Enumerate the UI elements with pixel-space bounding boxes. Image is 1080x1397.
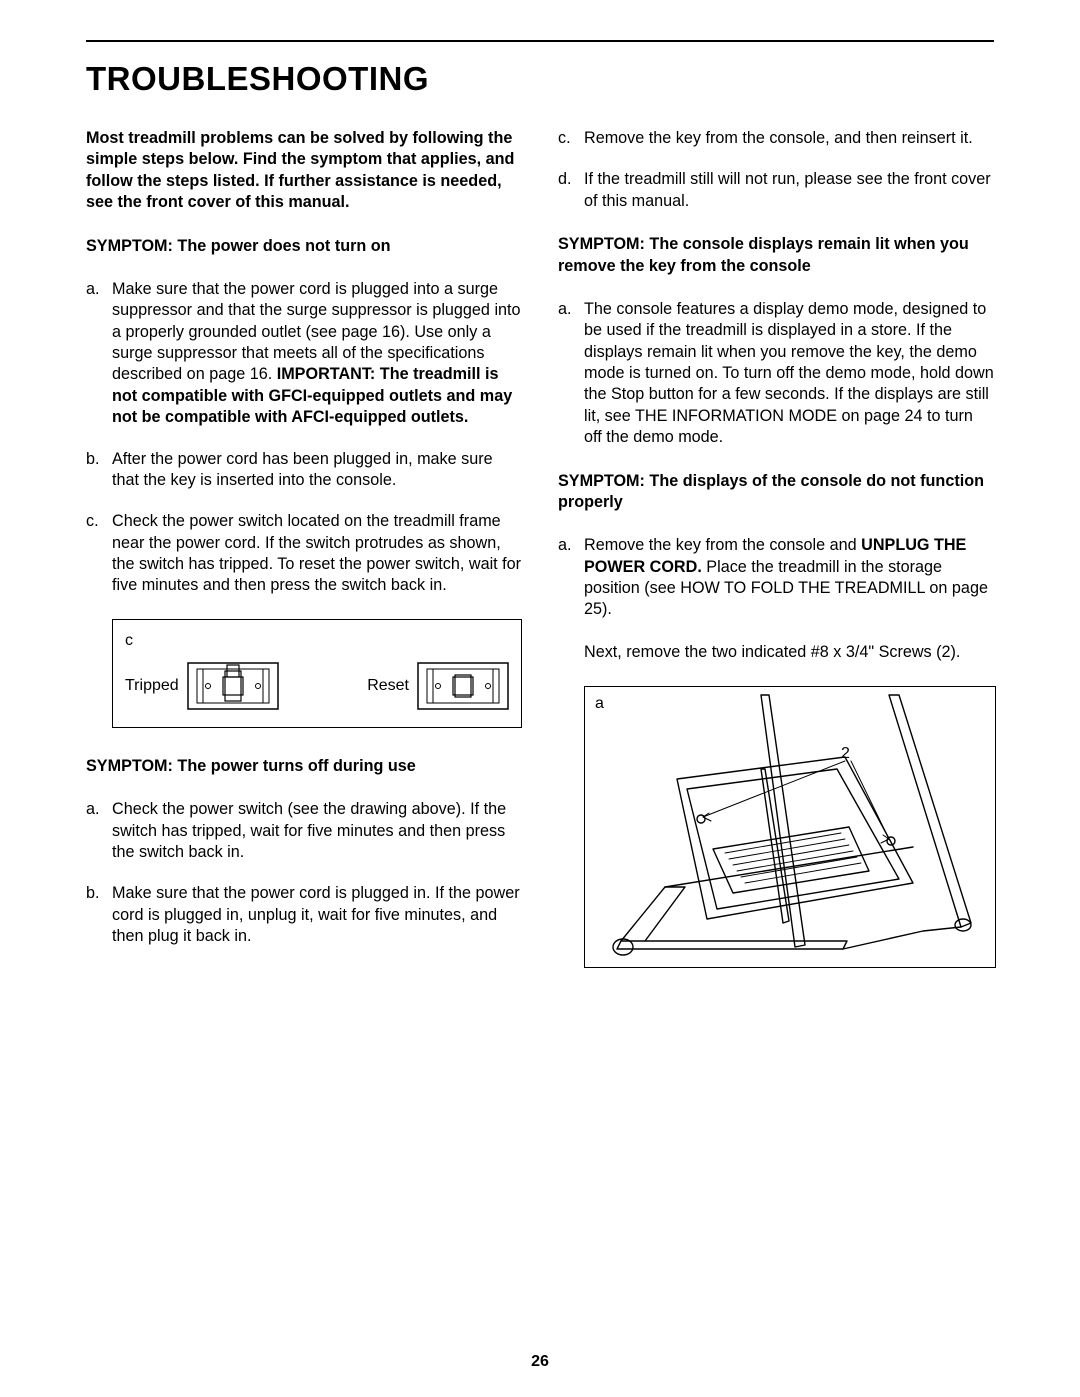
figure-label: c [125, 630, 509, 651]
list-item: b. After the power cord has been plugged… [86, 449, 522, 492]
list-item: c. Check the power switch located on the… [86, 511, 522, 597]
item-text: The console features a display demo mode… [584, 299, 994, 449]
two-column-layout: Most treadmill problems can be solved by… [86, 128, 994, 969]
item-label: a. [558, 535, 584, 663]
item-text: If the treadmill still will not run, ple… [584, 169, 994, 212]
item-label: a. [86, 279, 112, 429]
item-label: b. [86, 883, 112, 947]
caption: Reset [367, 675, 409, 696]
top-rule [86, 40, 994, 42]
switch-reset-icon [417, 657, 509, 715]
text-run: Remove the key from the console and [584, 536, 861, 554]
symptom-heading: SYMPTOM: The console displays remain lit… [558, 234, 994, 277]
item-text: After the power cord has been plugged in… [112, 449, 522, 492]
figure-a-box: a 2 [584, 686, 996, 968]
figure-c-box: c Tripped [112, 619, 522, 728]
caption: Tripped [125, 675, 179, 696]
item-text: Remove the key from the console and UNPL… [584, 535, 994, 663]
item-label: d. [558, 169, 584, 212]
item-text: Check the power switch located on the tr… [112, 511, 522, 597]
list-item: c. Remove the key from the console, and … [558, 128, 994, 149]
list-item: a. The console features a display demo m… [558, 299, 994, 449]
symptom3-list: a. The console features a display demo m… [558, 299, 994, 449]
left-column: Most treadmill problems can be solved by… [86, 128, 522, 969]
list-item: a. Check the power switch (see the drawi… [86, 799, 522, 863]
symptom1-list: a. Make sure that the power cord is plug… [86, 279, 522, 597]
intro-paragraph: Most treadmill problems can be solved by… [86, 128, 522, 214]
page-number: 26 [0, 1353, 1080, 1371]
symptom-heading: SYMPTOM: The power turns off during use [86, 756, 522, 777]
figure-label: a [595, 693, 604, 714]
figure-row: Tripped Reset [125, 657, 509, 715]
item-label: a. [558, 299, 584, 449]
page-title: TROUBLESHOOTING [86, 60, 994, 98]
treadmill-diagram-icon [593, 693, 989, 961]
list-item: d. If the treadmill still will not run, … [558, 169, 994, 212]
list-item: a. Remove the key from the console and U… [558, 535, 994, 663]
cont-list: c. Remove the key from the console, and … [558, 128, 994, 212]
item-text: Make sure that the power cord is plugged… [112, 279, 522, 429]
right-column: c. Remove the key from the console, and … [558, 128, 994, 969]
switch-tripped-icon [187, 657, 279, 715]
symptom-heading: SYMPTOM: The power does not turn on [86, 236, 522, 257]
reset-cell: Reset [367, 657, 509, 715]
figure-callout: 2 [841, 743, 850, 764]
item-label: c. [86, 511, 112, 597]
list-item: a. Make sure that the power cord is plug… [86, 279, 522, 429]
symptom-heading: SYMPTOM: The displays of the console do … [558, 471, 994, 514]
item-text: Remove the key from the console, and the… [584, 128, 994, 149]
symptom4-list: a. Remove the key from the console and U… [558, 535, 994, 663]
item-label: b. [86, 449, 112, 492]
item-label: c. [558, 128, 584, 149]
item-text: Make sure that the power cord is plugged… [112, 883, 522, 947]
symptom2-list: a. Check the power switch (see the drawi… [86, 799, 522, 947]
text-run: Next, remove the two indicated #8 x 3/4"… [584, 643, 960, 661]
tripped-cell: Tripped [125, 657, 279, 715]
item-text: Check the power switch (see the drawing … [112, 799, 522, 863]
item-label: a. [86, 799, 112, 863]
list-item: b. Make sure that the power cord is plug… [86, 883, 522, 947]
